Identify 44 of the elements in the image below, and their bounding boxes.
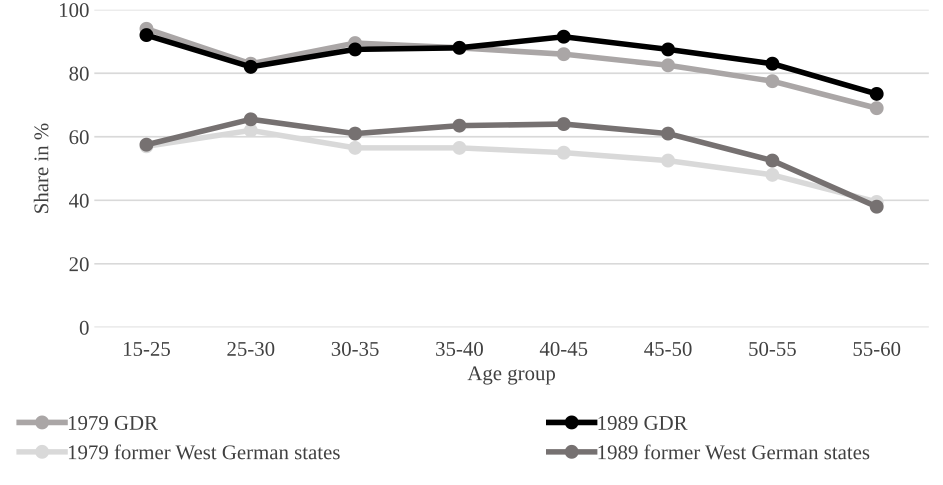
point bbox=[661, 42, 675, 56]
point bbox=[556, 47, 571, 62]
point bbox=[556, 117, 571, 132]
point bbox=[452, 140, 466, 155]
y-tick-label: 60 bbox=[70, 130, 89, 144]
point bbox=[870, 86, 884, 101]
x-tick-label: 40-45 bbox=[540, 342, 588, 356]
x-axis-title: Age group bbox=[468, 366, 556, 385]
legend-label: 1989 GDR bbox=[598, 416, 688, 430]
y-tick-label: 0 bbox=[80, 320, 89, 335]
x-tick-label: 30-35 bbox=[332, 342, 379, 356]
point bbox=[244, 60, 258, 74]
point bbox=[870, 200, 884, 214]
x-tick-label: 50-55 bbox=[749, 342, 796, 356]
x-tick-label: 25-30 bbox=[227, 342, 274, 356]
y-axis-title: Share in % bbox=[34, 124, 48, 213]
point bbox=[348, 42, 362, 56]
point bbox=[452, 118, 466, 133]
point bbox=[244, 123, 258, 138]
point bbox=[870, 101, 884, 116]
point bbox=[140, 28, 154, 42]
point bbox=[348, 126, 362, 141]
point bbox=[765, 56, 780, 71]
point bbox=[556, 30, 571, 44]
y-tick-label: 20 bbox=[70, 257, 89, 272]
legend-label: 1989 former West German states bbox=[598, 444, 870, 460]
point bbox=[765, 154, 780, 168]
y-tick-label: 40 bbox=[69, 194, 89, 208]
point bbox=[244, 112, 258, 126]
point bbox=[661, 154, 675, 168]
legend-label: 1979 former West German states bbox=[68, 444, 340, 460]
y-tick-label: 80 bbox=[69, 66, 89, 81]
point bbox=[661, 126, 675, 141]
point bbox=[556, 146, 571, 160]
point bbox=[348, 140, 362, 155]
y-tick-label: 100 bbox=[60, 3, 89, 18]
x-tick-label: 55-60 bbox=[854, 342, 900, 356]
point bbox=[661, 58, 675, 72]
point bbox=[765, 74, 780, 88]
point bbox=[765, 168, 780, 182]
x-tick-label: 35-40 bbox=[436, 342, 483, 356]
x-tick-label: 45-50 bbox=[644, 342, 692, 356]
x-tick-label: 15-25 bbox=[124, 342, 170, 356]
legend-label: 1979 GDR bbox=[68, 416, 158, 430]
